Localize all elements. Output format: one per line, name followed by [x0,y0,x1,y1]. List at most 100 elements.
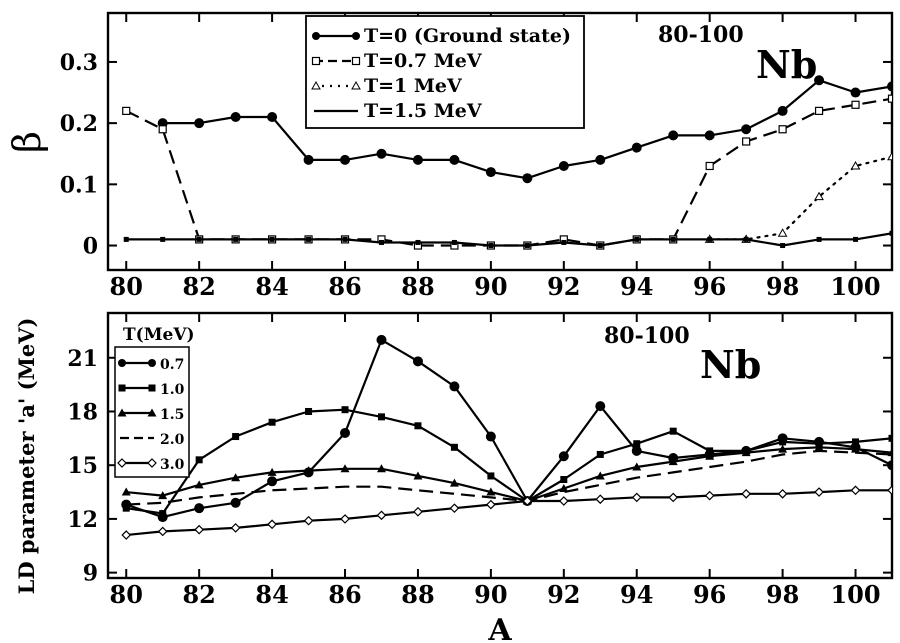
data-point-top-1 [851,100,860,109]
legend-title-bottom: T(MeV) [123,325,195,345]
data-point-top-0 [887,81,892,92]
series-line-bottom-4 [126,489,892,537]
nucleus-element-bottom: Nb [700,342,761,387]
data-point-bottom-2 [340,464,350,473]
x-tick-label-top: 84 [255,272,288,301]
x-tick-label-bottom: 90 [474,580,507,609]
data-point-bottom-1 [852,438,860,446]
legend-marker-bottom-2 [117,408,127,417]
data-point-bottom-2 [595,471,605,480]
data-point-bottom-1 [669,427,677,435]
data-point-top-1 [122,106,131,116]
data-point-top-2 [814,191,824,201]
data-point-top-2 [777,228,788,237]
data-point-top-0 [522,173,533,184]
data-point-bottom-4 [194,524,205,535]
data-point-top-3 [816,236,822,242]
x-tick-label-bottom: 98 [766,580,799,609]
data-point-bottom-4 [595,494,606,505]
y-axis-label-beta: β [5,131,49,153]
legend-marker-bottom-0 [148,359,156,367]
data-point-top-0 [668,130,679,141]
data-point-bottom-1 [888,434,892,442]
data-point-bottom-4 [741,488,751,499]
data-point-bottom-1 [560,476,568,484]
data-point-bottom-0 [340,427,351,438]
nucleus-label-top: 80-100 [658,22,744,48]
data-point-bottom-2 [231,473,241,482]
data-point-bottom-1 [305,407,313,415]
data-point-bottom-0 [595,401,606,412]
data-point-bottom-2 [741,448,751,457]
data-point-bottom-4 [121,530,132,540]
data-point-bottom-4 [558,496,569,506]
nucleus-element-top: Nb [756,42,817,87]
x-tick-label-bottom: 96 [693,580,726,609]
data-point-bottom-2 [194,480,204,489]
data-point-bottom-1 [779,438,787,446]
data-point-bottom-0 [194,503,205,514]
series-line-bottom-0 [125,338,892,519]
x-tick-label-top: 94 [620,272,653,301]
legend-label-top-1: T=0.7 MeV [364,50,483,72]
data-point-bottom-2 [851,444,861,453]
y-axis-label-ld: LD parameter 'a' (MeV) [14,318,39,595]
data-point-bottom-2 [486,487,496,496]
data-point-bottom-4 [887,485,892,496]
legend-marker-top-0 [352,32,360,40]
data-point-bottom-4 [157,526,168,537]
y-tick-label-bottom: 18 [67,399,98,425]
data-point-bottom-4 [413,506,423,517]
x-tick-label-bottom: 86 [328,580,361,609]
x-tick-label-top: 96 [693,272,726,301]
data-point-bottom-0 [449,381,460,392]
data-point-bottom-2 [705,451,715,460]
data-point-bottom-0 [267,476,278,487]
data-point-top-0 [194,118,205,129]
data-point-top-3 [707,236,713,242]
data-point-top-1 [705,161,714,171]
x-tick-label-top: 98 [766,272,799,301]
x-tick-label-top: 86 [328,272,361,301]
x-tick-label-top: 82 [182,272,215,301]
legend-label-top-0: T=0 (Ground state) [364,25,571,47]
data-point-top-1 [158,125,167,134]
legend-label-bottom-0: 0.7 [160,357,184,373]
data-point-bottom-1 [341,406,349,414]
legend-label-top-2: T=1 MeV [364,75,463,97]
x-tick-label-bottom: 80 [110,580,143,609]
data-point-bottom-4 [340,514,350,524]
data-point-bottom-2 [158,491,168,500]
legend-marker-bottom-2 [147,408,157,417]
legend-label-bottom-4: 3.0 [160,457,185,473]
data-point-top-0 [558,160,569,171]
data-point-top-3 [597,243,603,249]
series-line-bottom-2 [126,446,892,503]
data-point-top-3 [561,239,567,245]
data-point-top-0 [412,154,423,165]
ld-panel: 80 82 84 86 88 90 92 94 96 98 100 9 12 15 18 21 LD para… [14,311,894,609]
data-point-bottom-1 [487,472,495,480]
data-point-top-3 [342,236,348,242]
plot-frame-bottom [106,311,894,580]
legend-marker-bottom-0 [118,359,126,367]
series-line-bottom-3 [126,449,892,506]
data-point-top-0 [267,112,278,123]
data-point-top-0 [814,75,825,86]
x-tick-label-bottom: 84 [255,580,288,609]
data-point-bottom-0 [558,451,569,462]
legend-bottom: T(MeV) 0.7 1.0 1.5 2.0 3.0 [114,325,195,478]
legend-marker-bottom-4 [117,458,127,468]
data-point-bottom-4 [449,503,460,514]
data-point-bottom-2 [814,442,824,451]
data-point-bottom-1 [377,413,385,421]
legend-marker-top-1 [311,56,321,66]
legend-marker-bottom-1 [148,384,156,392]
data-point-top-3 [524,243,530,249]
axis-ticks-bottom: 80 82 84 86 88 90 92 94 96 98 100 9 12 15 18 21 [67,313,892,609]
data-point-bottom-4 [814,487,824,497]
x-tick-label-top: 100 [830,272,880,301]
data-point-top-3 [634,236,640,242]
data-point-bottom-2 [304,466,314,475]
series-line-top-2 [708,155,892,241]
